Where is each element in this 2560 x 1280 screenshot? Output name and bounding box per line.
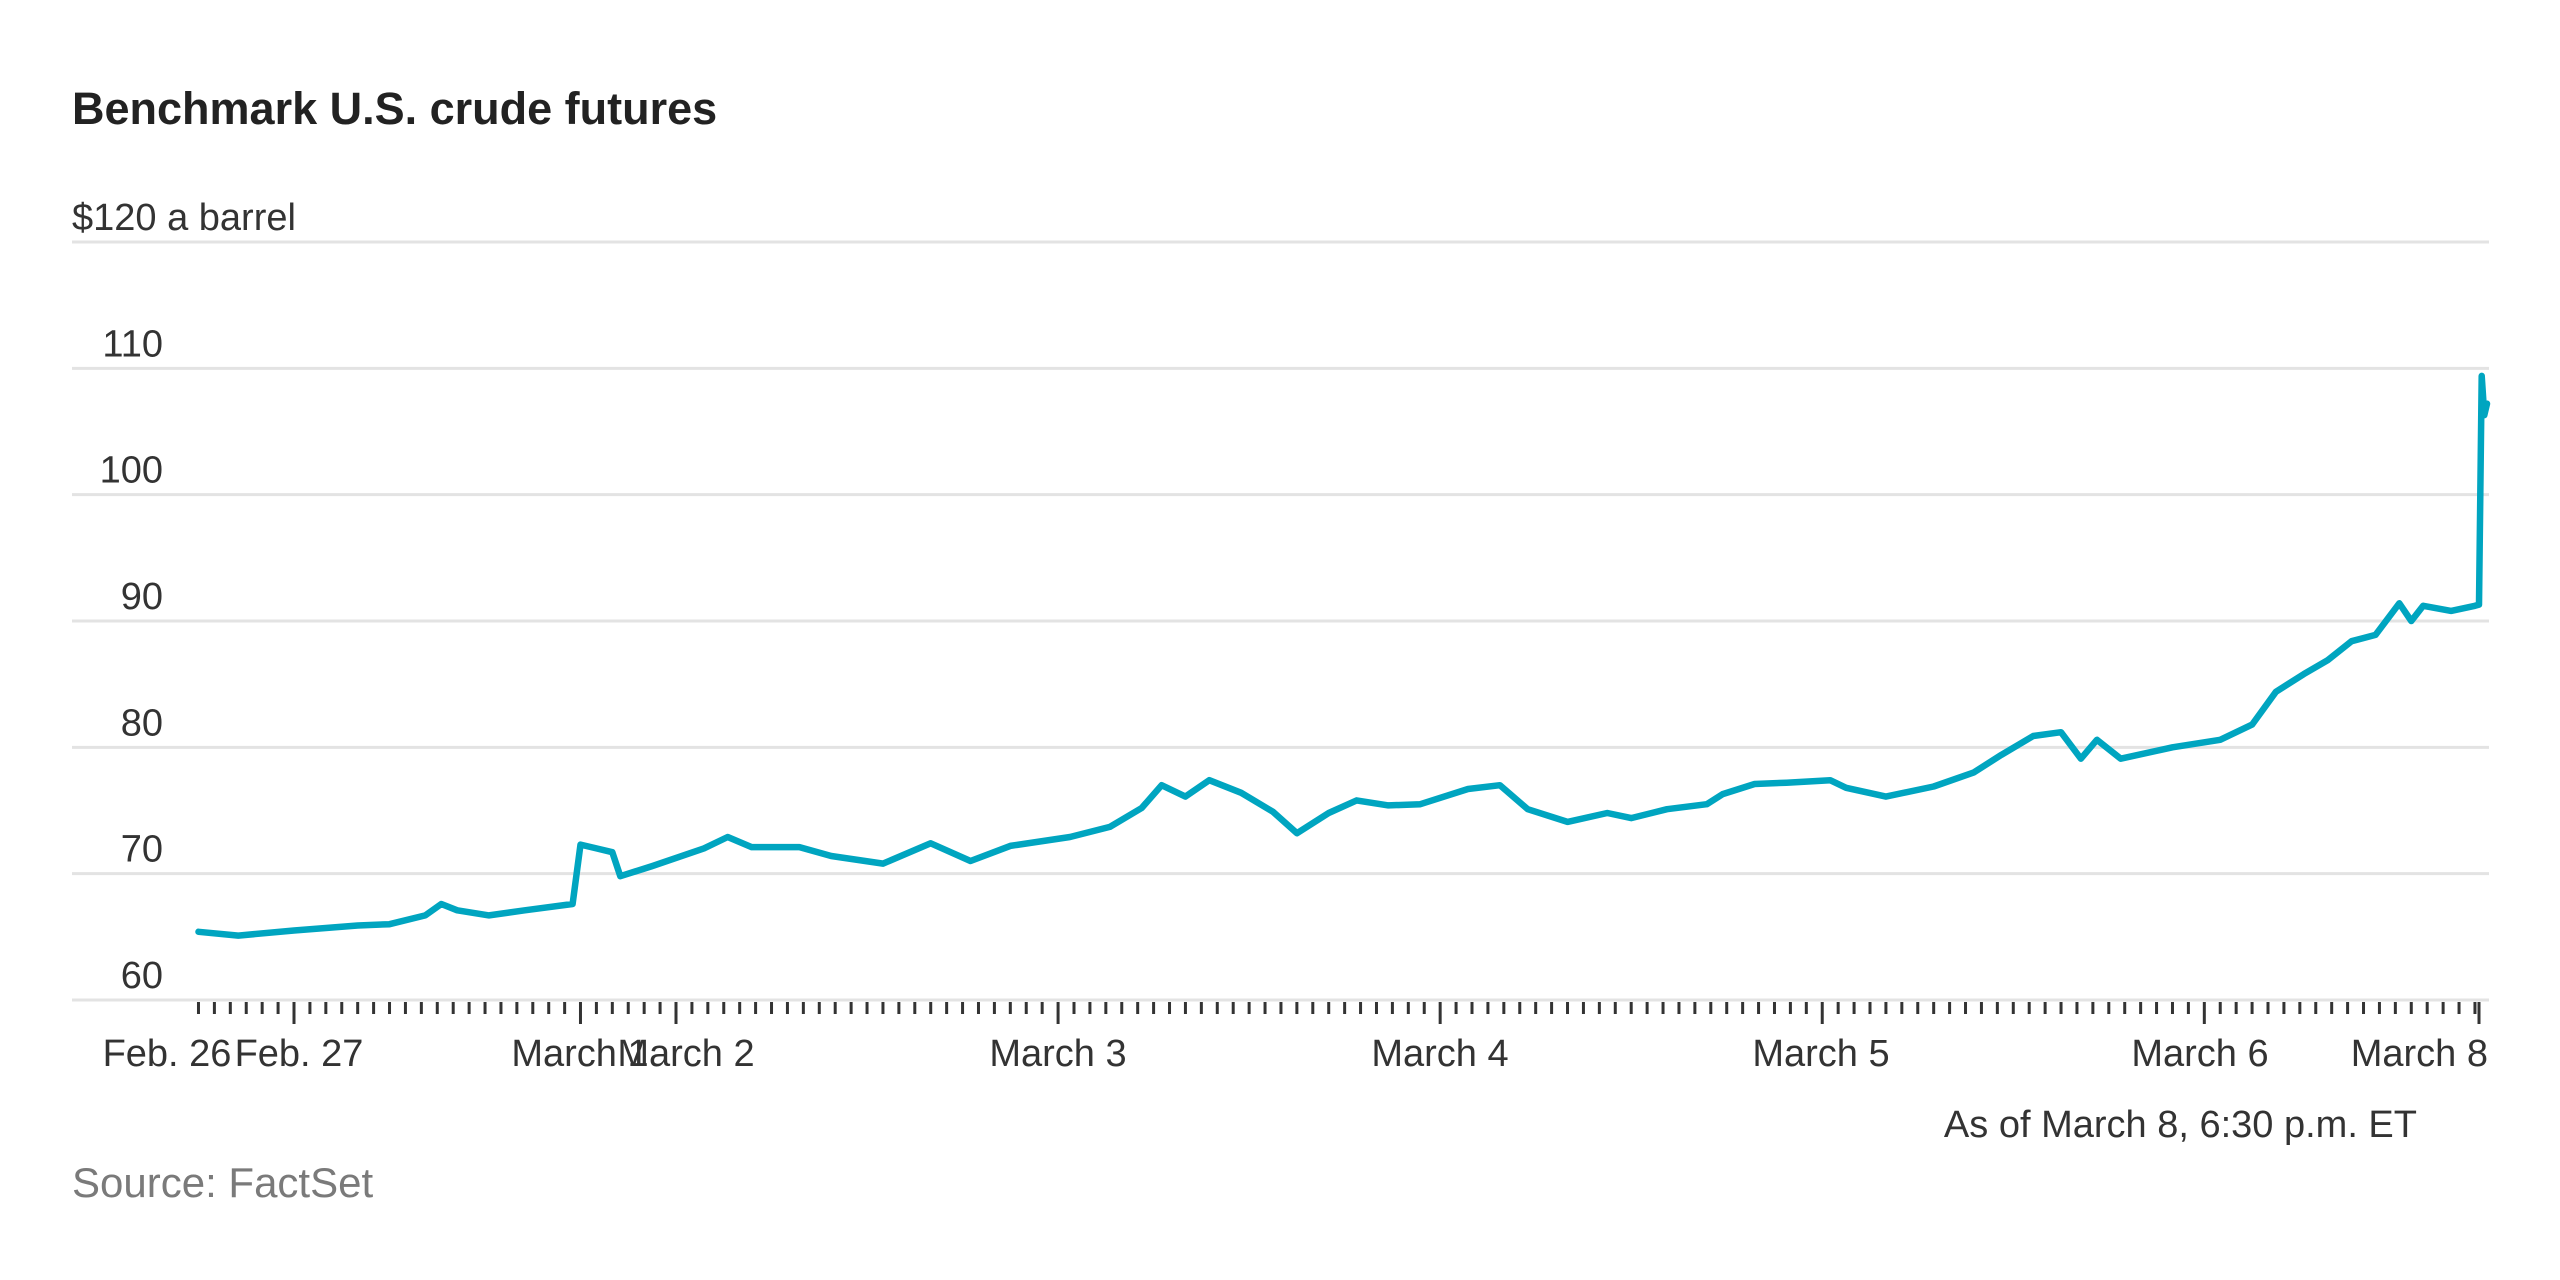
x-axis-ticks — [196, 1002, 2481, 1024]
chart-title: Benchmark U.S. crude futures — [72, 83, 717, 134]
x-tick-label: March 5 — [1752, 1033, 1889, 1075]
y-axis-unit-label: $120 a barrel — [72, 197, 296, 239]
x-tick-label: March 3 — [989, 1033, 1126, 1075]
source-note: Source: FactSet — [72, 1159, 373, 1206]
y-tick-label: 100 — [100, 450, 163, 492]
x-tick-label: March 8 — [2351, 1033, 2488, 1075]
y-tick-label: 70 — [121, 829, 163, 871]
y-tick-label: 110 — [102, 323, 163, 365]
x-tick-label: Feb. 26 — [103, 1033, 232, 1075]
y-tick-label: 90 — [121, 576, 163, 618]
x-tick-label: March 1 — [511, 1033, 648, 1075]
y-axis-labels: 60 70 80 90 100 110 $120 a barrel — [72, 197, 296, 997]
as-of-note: As of March 8, 6:30 p.m. ET — [1944, 1104, 2417, 1146]
y-tick-label: 80 — [121, 702, 163, 744]
x-tick-label: March 4 — [1371, 1033, 1508, 1075]
data-points — [198, 375, 2488, 936]
gridlines — [72, 240, 2489, 1002]
y-tick-label: 60 — [121, 955, 163, 997]
x-tick-label: March 2 — [617, 1033, 754, 1075]
x-tick-label: Feb. 27 — [235, 1033, 364, 1075]
series-line — [195, 372, 2491, 939]
x-tick-label: March 6 — [2131, 1033, 2268, 1075]
